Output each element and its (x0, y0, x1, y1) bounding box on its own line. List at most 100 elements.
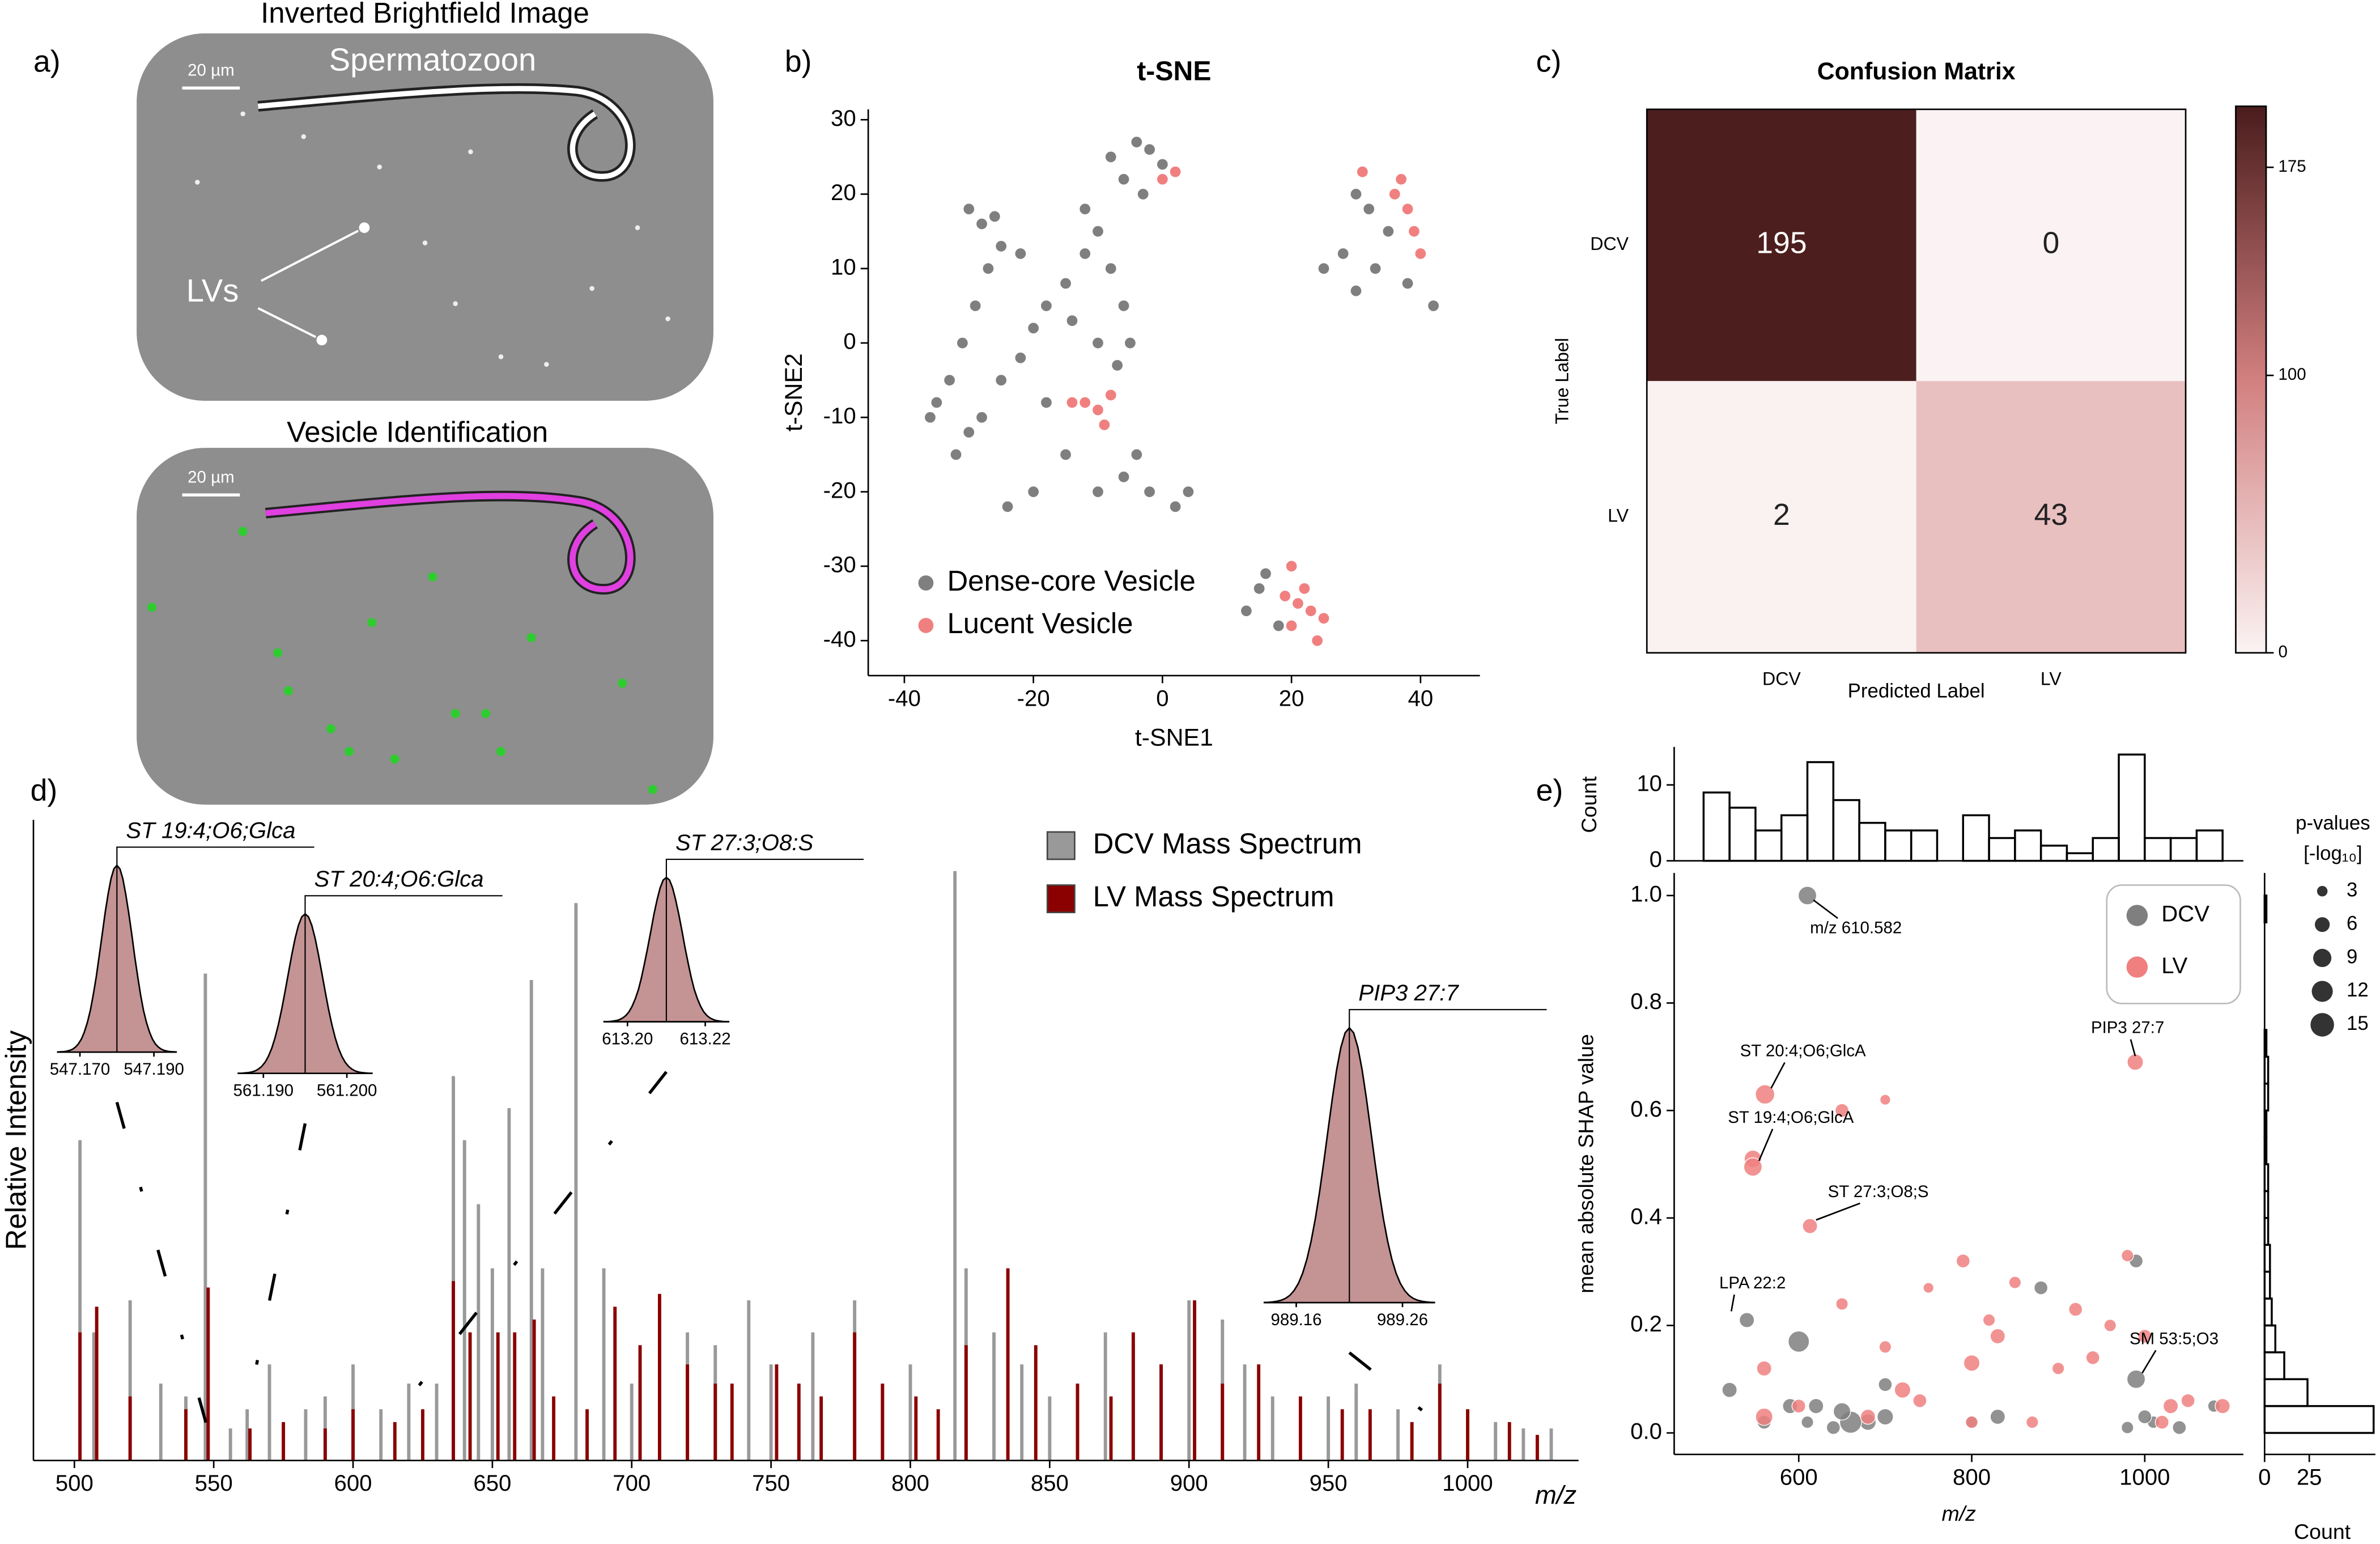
y-tick-label: DCV (1590, 234, 1629, 254)
vesicle-mask (326, 724, 336, 733)
point (2008, 1276, 2022, 1289)
legend-marker (2126, 905, 2148, 926)
point (2034, 1280, 2048, 1295)
speck (301, 134, 307, 139)
point (1143, 143, 1156, 156)
point (1117, 470, 1130, 483)
x-tick-label: 1000 (2119, 1464, 2170, 1490)
inset-connector (1348, 1351, 1439, 1424)
inset-tick-label: 989.16 (1270, 1310, 1321, 1329)
legend-label: Dense-core Vesicle (947, 565, 1195, 597)
point (1091, 404, 1104, 417)
x-tick-label: 1000 (1442, 1470, 1493, 1496)
y-tick-label: 0 (843, 329, 856, 354)
point (1722, 1382, 1737, 1398)
point (1408, 225, 1421, 238)
point (1304, 604, 1318, 617)
size-legend-marker (2311, 981, 2333, 1002)
point (1835, 1297, 1848, 1310)
point (1014, 247, 1027, 260)
annotation: PIP3 27:7 (2091, 1019, 2164, 1037)
vesicle-mask (273, 648, 283, 658)
x-tick-label: 900 (1170, 1470, 1208, 1496)
point (1990, 1409, 2006, 1425)
cell (1916, 109, 2186, 381)
y-axis-label: t-SNE2 (780, 353, 808, 431)
point (1802, 1218, 1818, 1234)
annotation-arrow (2141, 1350, 2157, 1374)
point (1801, 1415, 1814, 1429)
vesicle-mask (345, 746, 354, 756)
point (1091, 337, 1104, 350)
point (1078, 396, 1091, 409)
y-tick-label: LV (1608, 506, 1629, 526)
annotation: ST 27:3;O8:S (675, 830, 814, 855)
hist-bar (2263, 1109, 2268, 1139)
y-tick-label: 0.4 (1630, 1203, 1662, 1229)
point (1878, 1340, 1892, 1354)
image-frame (137, 33, 713, 401)
point (1285, 619, 1298, 632)
panel-label: d) (31, 774, 58, 807)
point (1298, 582, 1311, 595)
hist-bar (2263, 1297, 2273, 1327)
point (2181, 1393, 2195, 1408)
point (1356, 166, 1369, 179)
cell-label: 0 (2042, 227, 2059, 260)
hist-bar (1754, 829, 1783, 862)
scale-bar-label: 20 µm (188, 468, 234, 486)
hist-bar (2118, 753, 2146, 862)
point (1091, 225, 1104, 238)
point (1156, 158, 1169, 171)
vesicle-mask (367, 618, 377, 627)
legend-marker (918, 618, 934, 633)
annotation-leader (665, 858, 864, 878)
annotation-arrow (1770, 1062, 1786, 1089)
point (1104, 262, 1117, 275)
y-tick-label: 30 (831, 105, 856, 131)
point (975, 218, 988, 231)
vesicle (316, 334, 328, 346)
point (1739, 1312, 1755, 1328)
vesicle-mask (283, 686, 294, 695)
point (1956, 1254, 1970, 1269)
annotation: ST 19:4;O6;GlcA (1728, 1108, 1854, 1127)
hist-bar (2092, 837, 2120, 862)
inset-tick-label: 613.22 (680, 1030, 731, 1049)
y-tick-label: 0.6 (1630, 1096, 1662, 1122)
speck (240, 111, 245, 117)
annotation: ST 27:3;O8;S (1828, 1182, 1929, 1201)
legend-swatch (1046, 884, 1076, 914)
hist-bar (1962, 814, 1990, 862)
size-legend-marker (2313, 949, 2332, 968)
point (1965, 1415, 1978, 1429)
point (2120, 1421, 2134, 1434)
point (1156, 173, 1169, 186)
x-tick-label: 800 (891, 1470, 929, 1496)
colorbar-tick-label: 0 (2278, 643, 2287, 661)
annotation: ST 19:4;O6;Glca (126, 817, 295, 843)
point (1401, 277, 1414, 290)
y-axis-label: mean absolute SHAP value (1574, 1034, 1598, 1293)
x-tick-label: 650 (473, 1470, 511, 1496)
point (930, 396, 943, 409)
point (1833, 1402, 1851, 1420)
x-tick-label: 750 (752, 1470, 790, 1496)
y-tick-label: -20 (823, 477, 856, 503)
x-axis-label: m/z (1535, 1481, 1577, 1509)
y-tick-label: 20 (831, 180, 856, 205)
hist-bar (2039, 845, 2068, 862)
point (1059, 277, 1072, 290)
point (994, 240, 1008, 253)
hist-bar (2263, 1270, 2271, 1300)
hist-bar (2263, 1190, 2270, 1219)
point (1259, 567, 1272, 580)
point (1065, 396, 1078, 409)
x-tick-label: 950 (1310, 1470, 1348, 1496)
inset-tick-label: 561.200 (317, 1081, 377, 1100)
point (1963, 1354, 1980, 1372)
point (2137, 1329, 2152, 1344)
annotation-arrow (1730, 1294, 1735, 1312)
hist-bar (1858, 821, 1886, 862)
arrow (260, 230, 359, 282)
